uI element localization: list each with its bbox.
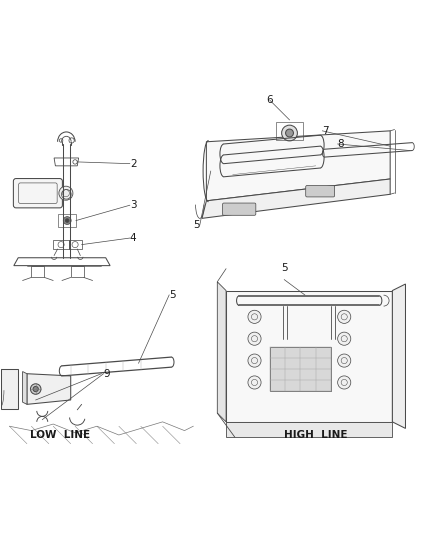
FancyBboxPatch shape — [305, 185, 334, 197]
Polygon shape — [226, 290, 392, 422]
Circle shape — [30, 384, 41, 394]
Text: 6: 6 — [266, 95, 272, 105]
Circle shape — [337, 376, 350, 389]
Circle shape — [285, 129, 293, 137]
Polygon shape — [206, 131, 389, 201]
Circle shape — [247, 354, 261, 367]
Text: 5: 5 — [193, 220, 199, 230]
Circle shape — [65, 219, 69, 222]
Polygon shape — [27, 374, 71, 405]
Circle shape — [337, 310, 350, 324]
Polygon shape — [201, 179, 389, 219]
Polygon shape — [226, 422, 392, 437]
Polygon shape — [217, 282, 226, 422]
Circle shape — [63, 216, 71, 224]
Circle shape — [59, 186, 73, 200]
Polygon shape — [269, 348, 330, 391]
Text: 2: 2 — [130, 159, 136, 168]
Text: HIGH  LINE: HIGH LINE — [283, 430, 347, 440]
Circle shape — [337, 354, 350, 367]
FancyBboxPatch shape — [13, 179, 62, 208]
Text: 9: 9 — [103, 369, 110, 379]
FancyBboxPatch shape — [222, 203, 255, 215]
Circle shape — [281, 125, 297, 141]
Circle shape — [247, 332, 261, 345]
Text: 7: 7 — [321, 126, 328, 136]
Text: 4: 4 — [130, 233, 136, 243]
Text: LOW  LINE: LOW LINE — [30, 430, 90, 440]
Polygon shape — [22, 372, 27, 405]
Text: 5: 5 — [169, 290, 175, 300]
Circle shape — [337, 332, 350, 345]
Polygon shape — [392, 284, 405, 429]
Polygon shape — [1, 369, 18, 409]
Circle shape — [247, 310, 261, 324]
Circle shape — [33, 386, 38, 392]
Text: 8: 8 — [337, 139, 343, 149]
Text: 5: 5 — [280, 263, 287, 273]
Text: 3: 3 — [130, 200, 136, 210]
Circle shape — [247, 376, 261, 389]
